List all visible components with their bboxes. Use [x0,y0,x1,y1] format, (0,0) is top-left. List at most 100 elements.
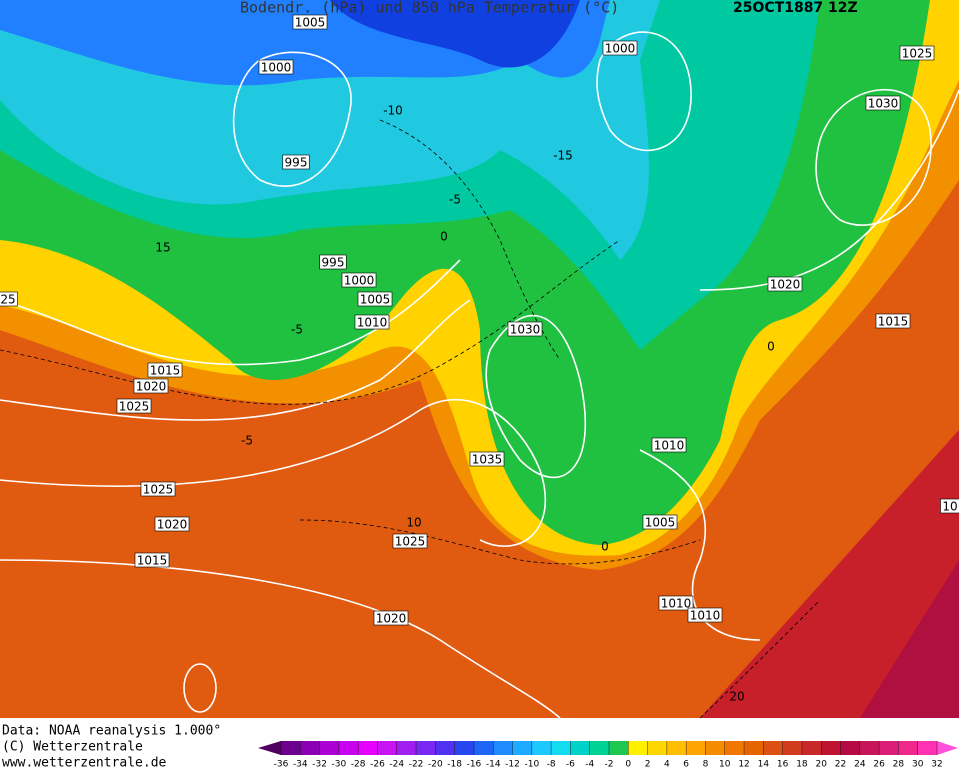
colorbar: -36 -34 -32 -30 -28 -26 -24 -22 -20 -18 -16 -14 -12-… [258,741,958,770]
colorbar-tick-label: 30 [912,760,924,770]
isobar-label-box [602,40,638,56]
isotherm-label: -15 [553,149,573,163]
colorbar-arrow [937,741,958,755]
isobar-label-box [319,254,347,270]
isobar-label-box [642,514,678,530]
colorbar-tick-label: 10 [719,760,731,770]
isobar-label: 1020 [376,612,407,626]
colorbar-box [898,741,918,755]
colorbar-box [879,741,899,755]
colorbar-box [473,741,494,755]
footer-url: www.wetterzentrale.de [2,756,167,770]
colorbar-box [281,741,301,755]
colorbar-tick-label: -8 [547,760,556,770]
isobar-label-box [134,552,170,568]
colorbar-box [686,741,706,755]
colorbar-box [744,741,764,755]
field-hot [860,560,959,718]
isobar [699,89,959,291]
isobar-label: 25 [0,293,15,307]
colorbar-tick-label: -12 [505,760,520,770]
colorbar-tick-label: -14 [486,760,501,770]
isobar-label: 1030 [868,97,899,111]
colorbar-tick-label: 26 [873,760,885,770]
isobar-label-box [258,59,294,75]
isobar-label-box [282,154,310,170]
colorbar-tick-label: 0 [625,760,631,770]
map: 1005100099599510001005101010151020102510… [0,0,959,719]
isobar-label: 1020 [770,278,801,292]
isobar-label-box [658,595,694,611]
isotherm-label: 15 [155,241,170,255]
colorbar-tick-label: 2 [645,760,651,770]
field-darkblue [330,0,580,68]
isobar-label-box [147,362,183,378]
isobar-label-box [154,516,190,532]
isobar-label-box [767,276,803,292]
isotherm-label: 0 [440,230,448,244]
isobar-label-box [354,314,390,330]
isobar-label: 1015 [150,364,181,378]
colorbar-tick-label: 28 [893,760,905,770]
isobar [485,314,587,479]
isobar-label: 1025 [143,483,174,497]
colorbar-tick-label: 18 [796,760,808,770]
colorbar-box [493,741,513,755]
isobar-label: 1015 [878,315,909,329]
isobar-label: 1015 [137,554,168,568]
colorbar-box [647,741,667,755]
isobar-label-box [507,321,543,337]
colorbar-tick-label: -22 [409,760,424,770]
isobar-label: 1010 [661,597,692,611]
colorbar-tick-label: -34 [293,760,308,770]
map-date: 25OCT1887 12Z [733,0,858,16]
colorbar-tick-label: -30 [332,760,347,770]
isobar-label: 1000 [605,42,636,56]
isobar-label: 1035 [472,453,503,467]
isobar-label: 1010 [357,316,388,330]
colorbar-box [416,741,436,755]
colorbar-box [377,741,397,755]
colorbar-arrow [258,741,281,755]
isobar-label: 1020 [157,518,188,532]
colorbar-box [859,741,880,755]
colorbar-box [396,741,417,755]
isobar-label: 1025 [395,535,426,549]
colorbar-box [801,741,822,755]
isobar-label: 1005 [295,16,326,30]
colorbar-tick-label: -6 [566,760,575,770]
colorbar-box [840,741,860,755]
isobar-label-box [469,451,505,467]
map-title: Bodendr. (hPa) und 850 hPa Temperatur (°… [240,0,619,17]
colorbar-box [358,741,378,755]
colorbar-box [319,741,339,755]
isobar-label-box [116,398,152,414]
colorbar-tick-label: 14 [758,760,770,770]
colorbar-box [628,741,648,755]
isobar-label: 995 [285,156,308,170]
isobar-label-box [0,291,18,307]
colorbar-tick-label: 22 [835,760,846,770]
isobar-label-box [373,610,409,626]
colorbar-box [763,741,783,755]
isobar-label-box [133,378,169,394]
colorbar-tick-label: -26 [370,760,385,770]
colorbar-box [821,741,841,755]
isobar-label: 1000 [261,61,292,75]
colorbar-box [300,741,320,755]
isobar-label: 1005 [360,293,391,307]
colorbar-tick-label: 20 [816,760,828,770]
isobar [0,259,461,366]
isobar-label-box [140,481,176,497]
colorbar-tick-label: -36 [274,760,289,770]
isobar-label-box [292,14,328,30]
colorbar-box [531,741,552,755]
isobar [0,398,546,547]
colorbar-tick-label: 6 [683,760,689,770]
footer-copyright: (C) Wetterzentrale [2,740,143,755]
isobar-label: 1025 [902,47,933,61]
isobar-label: 1025 [119,400,150,414]
colorbar-box [589,741,609,755]
colorbar-tick-label: -16 [467,760,482,770]
colorbar-tick-label: 24 [854,760,866,770]
